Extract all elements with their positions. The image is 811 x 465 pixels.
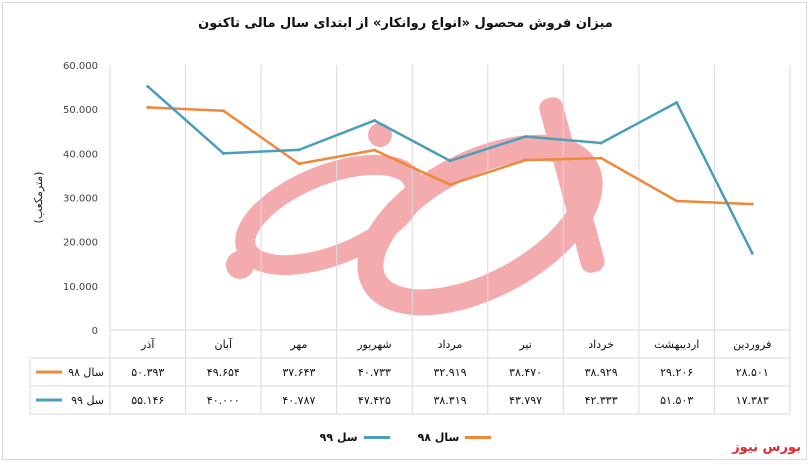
legend-label-series-2: سل ۹۹ <box>319 431 358 444</box>
table-cell-value: ۲۸.۵۰۱ <box>736 366 769 379</box>
table-cell-value: ۵۰.۳۹۳ <box>131 366 164 379</box>
y-tick-label: 50.000 <box>63 105 98 116</box>
table-cell-value: ۳۸.۹۲۹ <box>585 366 618 379</box>
legend: سال ۹۸ سل ۹۹ <box>0 431 811 444</box>
legend-swatch-series-1 <box>465 436 492 439</box>
table-cell-value: ۴۳.۷۹۷ <box>509 394 542 407</box>
data-point-1 <box>750 202 754 206</box>
legend-item-series-2: سل ۹۹ <box>320 431 390 444</box>
data-point-1 <box>221 109 225 113</box>
category-label: آبان <box>215 337 233 351</box>
table-cell-value: ۵۱.۵۰۳ <box>660 394 693 407</box>
legend-label-series-1: سال ۹۸ <box>417 431 460 444</box>
data-point-2 <box>750 251 754 255</box>
data-point-2 <box>146 84 150 88</box>
table-cell-value: ۴۹.۶۵۴ <box>207 366 240 379</box>
data-point-2 <box>599 141 603 145</box>
watermark-text: بورس نیوز <box>732 440 801 455</box>
legend-swatch-series-2 <box>363 436 390 439</box>
y-axis-label: (مترمکعب) <box>32 172 45 224</box>
table-series-name-1: سال ۹۸ <box>68 366 104 379</box>
y-tick-label: 60.000 <box>63 61 98 72</box>
data-point-2 <box>221 151 225 155</box>
y-tick-label: 40.000 <box>63 149 98 160</box>
series-line-1 <box>147 106 753 206</box>
legend-item-series-1: سال ۹۸ <box>418 431 492 444</box>
data-point-1 <box>599 156 603 160</box>
data-point-1 <box>297 162 301 166</box>
table-cell-value: ۴۷.۴۲۵ <box>358 394 391 407</box>
data-point-2 <box>675 101 679 105</box>
data-point-1 <box>448 183 452 187</box>
category-label: شهریور <box>356 338 391 351</box>
category-label: مهر <box>289 338 307 351</box>
table-cell-value: ۳۲.۹۱۹ <box>433 366 466 379</box>
data-point-2 <box>448 159 452 163</box>
category-label: تیر <box>518 338 531 351</box>
watermark-graphic <box>226 97 605 316</box>
y-tick-label: 20.000 <box>63 238 98 249</box>
y-tick-label: 10.000 <box>63 282 98 293</box>
data-point-1 <box>524 158 528 162</box>
data-point-1 <box>372 148 376 152</box>
data-point-2 <box>524 135 528 139</box>
data-point-2 <box>297 148 301 152</box>
data-point-1 <box>146 105 150 109</box>
table-cell-value: ۵۵.۱۴۶ <box>131 394 164 407</box>
category-label: مرداد <box>438 338 463 351</box>
table-cell-value: ۳۷.۶۴۳ <box>282 366 315 379</box>
chart-title: میزان فروش محصول «انواع روانکار» از ابتد… <box>198 16 613 31</box>
category-label: آذر <box>140 337 155 351</box>
data-point-1 <box>675 199 679 203</box>
chart-frame <box>2 2 807 460</box>
table-cell-value: ۲۹.۲۰۶ <box>660 366 693 379</box>
table-cell-value: ۴۰.۷۳۳ <box>358 366 391 379</box>
data-point-2 <box>372 119 376 123</box>
table-cell-value: ۴۲.۳۳۳ <box>585 394 618 407</box>
table-cell-value: ۴۰.۰۰۰ <box>207 394 240 407</box>
table-cell-value: ۳۸.۴۷۰ <box>509 366 542 379</box>
table-series-name-2: سل ۹۹ <box>71 394 104 407</box>
table-cell-value: ۱۷.۳۸۳ <box>736 394 769 407</box>
y-tick-label: 30.000 <box>63 194 98 205</box>
category-label: خرداد <box>588 338 614 351</box>
y-tick-label: 0 <box>92 326 98 337</box>
table-cell-value: ۴۰.۷۸۷ <box>282 394 315 407</box>
series-line-2 <box>146 85 754 254</box>
category-label: فروردین <box>733 338 771 351</box>
category-label: اردیبهشت <box>654 338 699 351</box>
table-cell-value: ۳۸.۳۱۹ <box>433 394 466 407</box>
